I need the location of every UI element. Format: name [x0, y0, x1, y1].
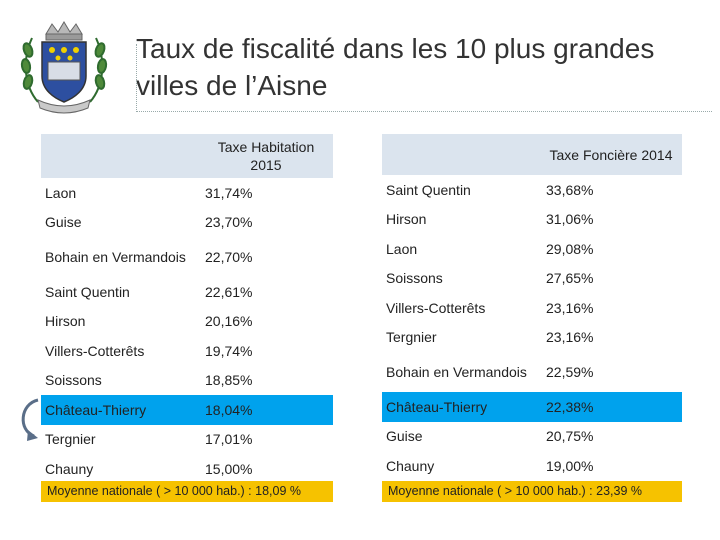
- curved-arrow-icon: [21, 398, 39, 441]
- table-row-highlighted: Château-Thierry 18,04%: [41, 395, 333, 425]
- city-name: Laon: [386, 240, 418, 257]
- city-name: Saint Quentin: [45, 283, 130, 300]
- city-name: Château-Thierry: [382, 392, 540, 422]
- city-name: Tergnier: [45, 431, 96, 448]
- title-divider-vertical: [136, 44, 137, 112]
- city-name: Chauny: [386, 457, 435, 474]
- tax-value: 33,68%: [546, 181, 594, 198]
- coat-of-arms-icon: [20, 21, 108, 114]
- table-row: Soissons 27,65%: [382, 264, 682, 294]
- tax-value: 27,65%: [546, 270, 594, 287]
- table-row: Guise 23,70%: [41, 208, 333, 238]
- tax-value: 22,59%: [546, 364, 594, 380]
- average-banner-habitation: Moyenne nationale ( > 10 000 hab.) : 18,…: [41, 481, 333, 502]
- tax-value: 31,06%: [546, 211, 594, 228]
- table-row: Laon 29,08%: [382, 234, 682, 264]
- city-name: Chauny: [45, 460, 94, 477]
- tax-value: 31,74%: [205, 184, 253, 201]
- tax-value: 22,61%: [205, 283, 253, 300]
- title-divider: [136, 111, 712, 112]
- tax-value: 29,08%: [546, 240, 594, 257]
- city-name: Bohain en Vermandois: [386, 364, 527, 380]
- city-name: Tergnier: [386, 329, 437, 346]
- table-taxe-fonciere: Taxe Foncière 2014 Saint Quentin 33,68% H…: [382, 134, 682, 481]
- city-name: Saint Quentin: [386, 181, 471, 198]
- city-name: Soissons: [45, 372, 102, 389]
- tax-value: 18,85%: [205, 372, 253, 389]
- table-row-highlighted: Château-Thierry 22,38%: [382, 392, 682, 422]
- average-banner-fonciere: Moyenne nationale ( > 10 000 hab.) : 23,…: [382, 481, 682, 502]
- tax-value: 19,00%: [546, 457, 594, 474]
- table-row: Hirson 31,06%: [382, 205, 682, 235]
- header-empty-cell: [382, 134, 540, 175]
- column-header: Taxe Habitation 2015: [199, 134, 333, 178]
- table-row: Chauny 19,00%: [382, 451, 682, 481]
- city-name: Bohain en Vermandois: [45, 249, 186, 265]
- table-row: Saint Quentin 33,68%: [382, 175, 682, 205]
- city-name: Château-Thierry: [41, 395, 199, 425]
- tax-value: 18,04%: [199, 395, 333, 425]
- header-empty-cell: [41, 134, 199, 178]
- city-name: Soissons: [386, 270, 443, 287]
- table-row: Soissons 18,85%: [41, 366, 333, 396]
- tax-value: 15,00%: [205, 460, 253, 477]
- table-row: Chauny 15,00%: [41, 454, 333, 484]
- table-row: Tergnier 23,16%: [382, 323, 682, 353]
- table-row: Bohain en Vermandois 22,59%: [382, 352, 682, 392]
- tax-value: 22,70%: [205, 249, 253, 265]
- table-row: Laon 31,74%: [41, 178, 333, 208]
- city-name: Hirson: [386, 211, 427, 228]
- tax-value: 17,01%: [205, 431, 253, 448]
- tax-value: 23,16%: [546, 299, 594, 316]
- city-name: Villers-Cotterêts: [45, 342, 145, 359]
- city-name: Villers-Cotterêts: [386, 299, 486, 316]
- tax-value: 20,75%: [546, 428, 594, 445]
- city-name: Guise: [45, 214, 82, 231]
- tax-value: 20,16%: [205, 313, 253, 330]
- table-row: Guise 20,75%: [382, 422, 682, 452]
- column-header: Taxe Foncière 2014: [540, 134, 682, 175]
- city-name: Hirson: [45, 313, 86, 330]
- table-taxe-habitation: Taxe Habitation 2015 Laon 31,74% Guise 23,…: [41, 134, 333, 484]
- page-title: Taux de fiscalité dans les 10 plus grand…: [136, 33, 655, 101]
- tax-value: 23,16%: [546, 329, 594, 346]
- table-row: Bohain en Vermandois 22,70%: [41, 237, 333, 277]
- city-name: Guise: [386, 428, 423, 445]
- tax-value: 22,38%: [540, 392, 682, 422]
- tax-value: 23,70%: [205, 214, 253, 231]
- tax-value: 19,74%: [205, 342, 253, 359]
- table-row: Hirson 20,16%: [41, 307, 333, 337]
- city-name: Laon: [45, 184, 77, 201]
- table-row: Villers-Cotterêts 23,16%: [382, 293, 682, 323]
- table-row: Tergnier 17,01%: [41, 425, 333, 455]
- table-row: Saint Quentin 22,61%: [41, 277, 333, 307]
- table-row: Villers-Cotterêts 19,74%: [41, 336, 333, 366]
